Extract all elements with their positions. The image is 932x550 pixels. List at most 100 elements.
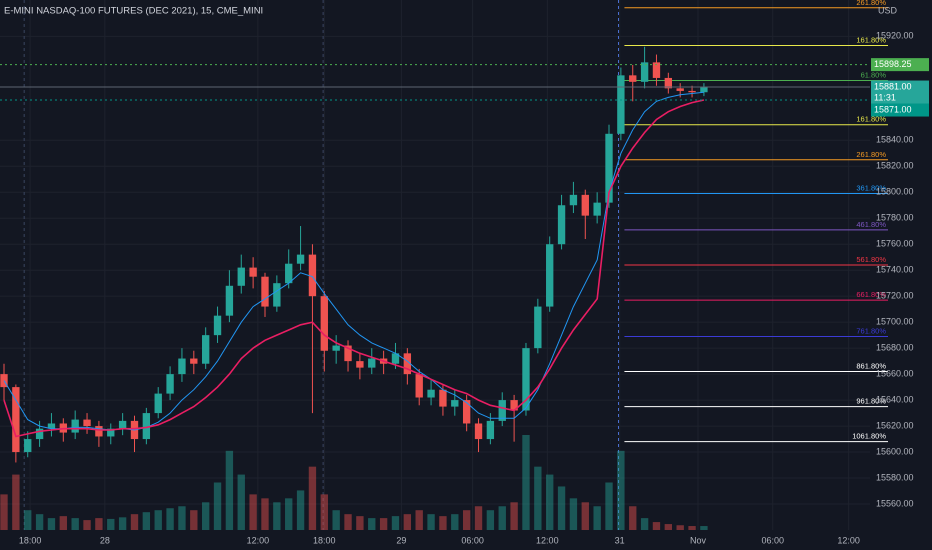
y-tick-label: 15760.00 xyxy=(876,239,914,249)
candle-body xyxy=(332,345,340,351)
volume-bar xyxy=(332,510,340,530)
y-tick-label: 15840.00 xyxy=(876,135,914,145)
y-tick-label: 15580.00 xyxy=(876,472,914,482)
candle-body xyxy=(118,420,127,429)
volume-bar xyxy=(629,506,637,530)
candle-body xyxy=(249,267,257,277)
volume-bar xyxy=(95,518,103,530)
candle-body xyxy=(320,296,328,351)
fib-label: 661.80% xyxy=(856,290,886,299)
candle-body xyxy=(664,77,673,89)
candle-body xyxy=(166,374,174,394)
candle-body xyxy=(569,194,578,206)
y-tick-label: 15660.00 xyxy=(876,368,914,378)
volume-bar xyxy=(522,435,530,530)
price-label-box xyxy=(871,58,929,72)
moving-average xyxy=(3,99,705,438)
candle-body xyxy=(415,374,423,398)
chart-title: E-MINI NASDAQ-100 FUTURES (DEC 2021), 15… xyxy=(4,6,263,17)
candle-body xyxy=(356,361,364,368)
y-tick-label: 15920.00 xyxy=(876,31,914,41)
candle-body xyxy=(617,75,625,134)
volume-bar xyxy=(700,526,708,530)
volume-bar xyxy=(24,510,32,530)
volume-bar xyxy=(237,474,245,530)
volume-bar xyxy=(664,524,673,530)
countdown: 11:31 xyxy=(874,92,896,102)
x-tick-label: 12:00 xyxy=(536,535,559,545)
volume-bar xyxy=(427,514,435,530)
volume-bar xyxy=(688,526,696,530)
y-tick-label: 15740.00 xyxy=(876,265,914,275)
volume-bar xyxy=(201,502,210,530)
candle-body xyxy=(95,426,103,437)
candle-body xyxy=(605,133,613,203)
candle-body xyxy=(391,353,400,364)
candle-body xyxy=(451,400,459,407)
price-axis: 15560.00 15580.00 15600.00 15620.00 15640.00… xyxy=(19,31,929,545)
candle-body xyxy=(83,419,91,427)
candle-body xyxy=(308,254,317,297)
volume-bar xyxy=(534,466,542,530)
candle-body xyxy=(498,400,506,421)
y-tick-label: 15620.00 xyxy=(876,420,914,430)
price-label: 15871.00 xyxy=(874,104,912,114)
y-tick-label: 15800.00 xyxy=(876,187,914,197)
candle-body xyxy=(273,283,281,307)
candle-body xyxy=(296,254,305,264)
x-tick-label: 18:00 xyxy=(313,535,336,545)
x-tick-label: 12:00 xyxy=(247,535,270,545)
candle-body xyxy=(546,244,554,307)
candle-body xyxy=(474,423,483,440)
y-tick-label: 15720.00 xyxy=(876,291,914,301)
candle-body xyxy=(652,62,661,78)
candle-body xyxy=(676,88,684,91)
y-tick-label: 15680.00 xyxy=(876,343,914,353)
candle-body xyxy=(261,276,269,307)
volume-bar xyxy=(225,450,234,530)
candle-body xyxy=(629,75,637,82)
volume-bar xyxy=(308,466,317,530)
volume-bar xyxy=(83,520,91,530)
fib-label: 561.80% xyxy=(856,255,886,264)
volume-bar xyxy=(47,518,56,530)
volume-bar xyxy=(546,474,554,530)
volume-bar xyxy=(118,517,127,530)
fib-label: 261.80% xyxy=(856,150,886,159)
volume-bar xyxy=(368,518,376,530)
candle-body xyxy=(225,285,234,316)
volume-bar xyxy=(403,514,412,530)
candle-body xyxy=(640,62,649,82)
candle-body xyxy=(178,358,186,375)
volume-bar xyxy=(391,516,400,530)
volume-bar xyxy=(154,510,162,530)
volume-bar xyxy=(166,508,174,530)
volume-bar xyxy=(178,506,186,530)
volume-bar xyxy=(285,498,293,530)
fib-label: 61.80% xyxy=(861,71,887,80)
candle-body xyxy=(47,423,56,429)
volume-bar xyxy=(107,518,115,530)
volume-bar xyxy=(0,494,8,530)
plot: 261.80% 161.80% 61.80% 161.80% 261.80% 361.80… xyxy=(0,0,888,530)
volume-bar xyxy=(320,494,328,530)
y-tick-label: 15560.00 xyxy=(876,498,914,508)
candle-body xyxy=(344,345,352,362)
volume-bar xyxy=(652,522,661,530)
volume-bar xyxy=(676,525,684,530)
candle-body xyxy=(593,202,601,216)
volume-bar xyxy=(71,518,79,530)
volume-bar xyxy=(415,510,423,530)
volume-bar xyxy=(261,498,269,530)
volume-bar xyxy=(617,450,625,530)
fib-label: 161.80% xyxy=(856,35,886,44)
candle-body xyxy=(142,413,151,440)
x-tick-label: Nov xyxy=(690,535,707,545)
x-tick-label: 12:00 xyxy=(837,535,860,545)
volume-bar xyxy=(296,490,305,530)
x-tick-label: 18:00 xyxy=(19,535,42,545)
candle-body xyxy=(285,263,293,284)
volume-bar xyxy=(213,482,222,530)
fib-label: 461.80% xyxy=(856,220,886,229)
